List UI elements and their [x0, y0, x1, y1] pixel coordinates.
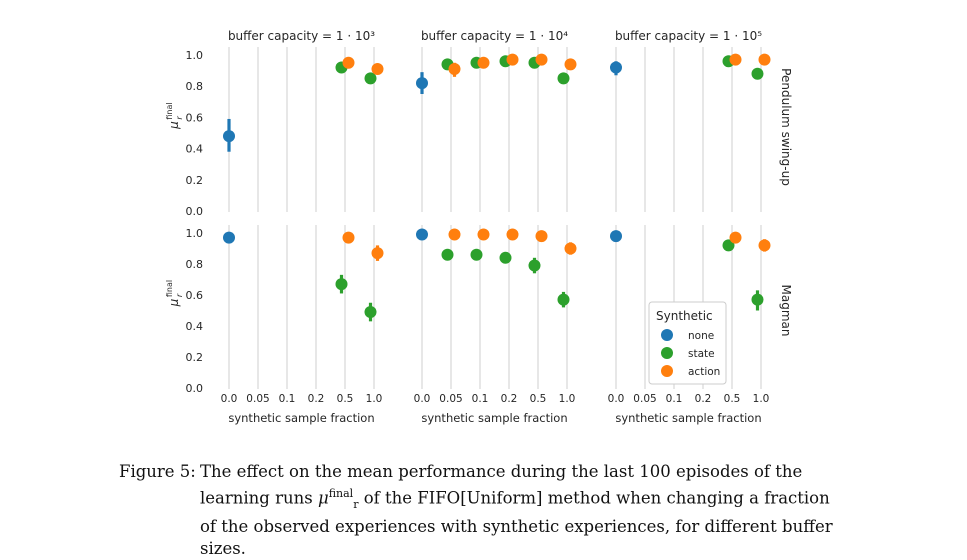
x-tick-label: 0.0: [414, 393, 431, 405]
x-tick-label: 1.0: [366, 393, 383, 405]
x-tick-label: 1.0: [559, 393, 576, 405]
point-action: [448, 63, 461, 76]
point-action: [535, 230, 548, 243]
point-state: [751, 293, 764, 306]
point-action: [371, 247, 384, 260]
x-tick-label: 0.0: [221, 393, 238, 405]
point-none: [416, 77, 428, 90]
point-action: [506, 53, 519, 66]
y-axis-label-sub: r: [175, 293, 184, 297]
figure: buffer capacity = 1 · 10³ buffer capacity…: [165, 29, 793, 425]
y-axis-label: μfinal r: [165, 280, 184, 307]
x-tick-label: 0.05: [439, 393, 462, 405]
legend-title: Synthetic: [656, 309, 713, 323]
point-none: [610, 61, 622, 74]
point-action: [729, 231, 742, 244]
y-axis-label-sup: final: [165, 102, 174, 119]
y-axis-label-sup: final: [165, 280, 174, 297]
legend-label: action: [688, 366, 720, 378]
point-action: [758, 239, 771, 252]
point-state: [335, 278, 348, 291]
point-action: [535, 53, 548, 66]
point-action: [729, 53, 742, 66]
x-tick-label: 0.1: [279, 393, 296, 405]
x-axis-label: synthetic sample fraction: [615, 411, 761, 425]
y-tick-label: 1.0: [186, 227, 204, 240]
legend-marker-state: [661, 347, 673, 359]
x-tick-label: 0.5: [724, 393, 741, 405]
x-tick-label: 0.1: [666, 393, 683, 405]
caption-text: The effect on the mean performance durin…: [200, 462, 833, 558]
x-axis-label: synthetic sample fraction: [421, 411, 567, 425]
point-action: [506, 228, 519, 241]
figure-caption: Figure 5: The effect on the mean performa…: [119, 461, 859, 560]
y-tick-label: 0.0: [186, 205, 204, 218]
point-action: [564, 58, 577, 71]
row-title: Magman: [779, 285, 793, 337]
point-state: [722, 239, 735, 252]
point-state: [364, 306, 377, 319]
point-state: [557, 72, 570, 85]
y-tick-label: 0.6: [186, 289, 204, 302]
x-tick-label: 0.05: [633, 393, 656, 405]
point-state: [470, 248, 483, 261]
y-tick-label: 1.0: [186, 49, 204, 62]
point-state: [441, 248, 454, 261]
column-title: buffer capacity = 1 · 10⁵: [615, 29, 762, 43]
caption-label: Figure 5:: [119, 462, 196, 481]
legend-marker-none: [661, 329, 673, 341]
y-tick-label: 0.6: [186, 111, 204, 124]
point-action: [342, 56, 355, 69]
point-action: [758, 53, 771, 66]
y-axis-label-sub: r: [175, 116, 184, 120]
point-action: [564, 242, 577, 255]
point-action: [342, 231, 355, 244]
point-none: [416, 228, 428, 241]
point-none: [223, 231, 235, 244]
y-axis-label: μ final r: [165, 102, 184, 129]
point-action: [448, 228, 461, 241]
x-tick-label: 0.2: [695, 393, 712, 405]
point-state: [751, 67, 764, 80]
legend-marker-action: [661, 365, 673, 377]
legend-label: state: [688, 348, 715, 360]
x-tick-label: 0.0: [608, 393, 625, 405]
y-tick-label: 0.4: [186, 143, 204, 156]
x-axis-label: synthetic sample fraction: [228, 411, 374, 425]
legend-label: none: [688, 330, 714, 342]
row-title: Pendulum swing-up: [779, 68, 793, 186]
point-state: [528, 259, 541, 272]
x-tick-label: 0.1: [472, 393, 489, 405]
y-tick-label: 0.2: [186, 351, 204, 364]
x-tick-label: 0.05: [246, 393, 269, 405]
legend: Synthetic none state action: [648, 301, 727, 385]
x-tick-label: 0.5: [530, 393, 547, 405]
point-state: [364, 72, 377, 85]
x-tick-label: 0.2: [308, 393, 325, 405]
column-title: buffer capacity = 1 · 10⁴: [421, 29, 568, 43]
legend-box: [648, 301, 727, 385]
y-tick-label: 0.2: [186, 174, 204, 187]
y-axis-label-symbol: μ: [167, 121, 181, 130]
y-tick-label: 0.8: [186, 258, 204, 271]
y-tick-label: 0.8: [186, 80, 204, 93]
point-state: [499, 251, 512, 264]
y-tick-label: 0.4: [186, 320, 204, 333]
point-action: [477, 56, 490, 69]
column-title: buffer capacity = 1 · 10³: [228, 29, 375, 43]
y-tick-label: 0.0: [186, 382, 204, 395]
point-state: [557, 293, 570, 306]
point-action: [477, 228, 490, 241]
y-axis-label-symbol: μ: [167, 298, 181, 307]
x-tick-label: 0.2: [501, 393, 518, 405]
x-tick-label: 0.5: [337, 393, 354, 405]
point-none: [610, 230, 622, 243]
point-action: [371, 63, 384, 76]
point-none: [223, 130, 235, 143]
x-tick-label: 1.0: [753, 393, 770, 405]
